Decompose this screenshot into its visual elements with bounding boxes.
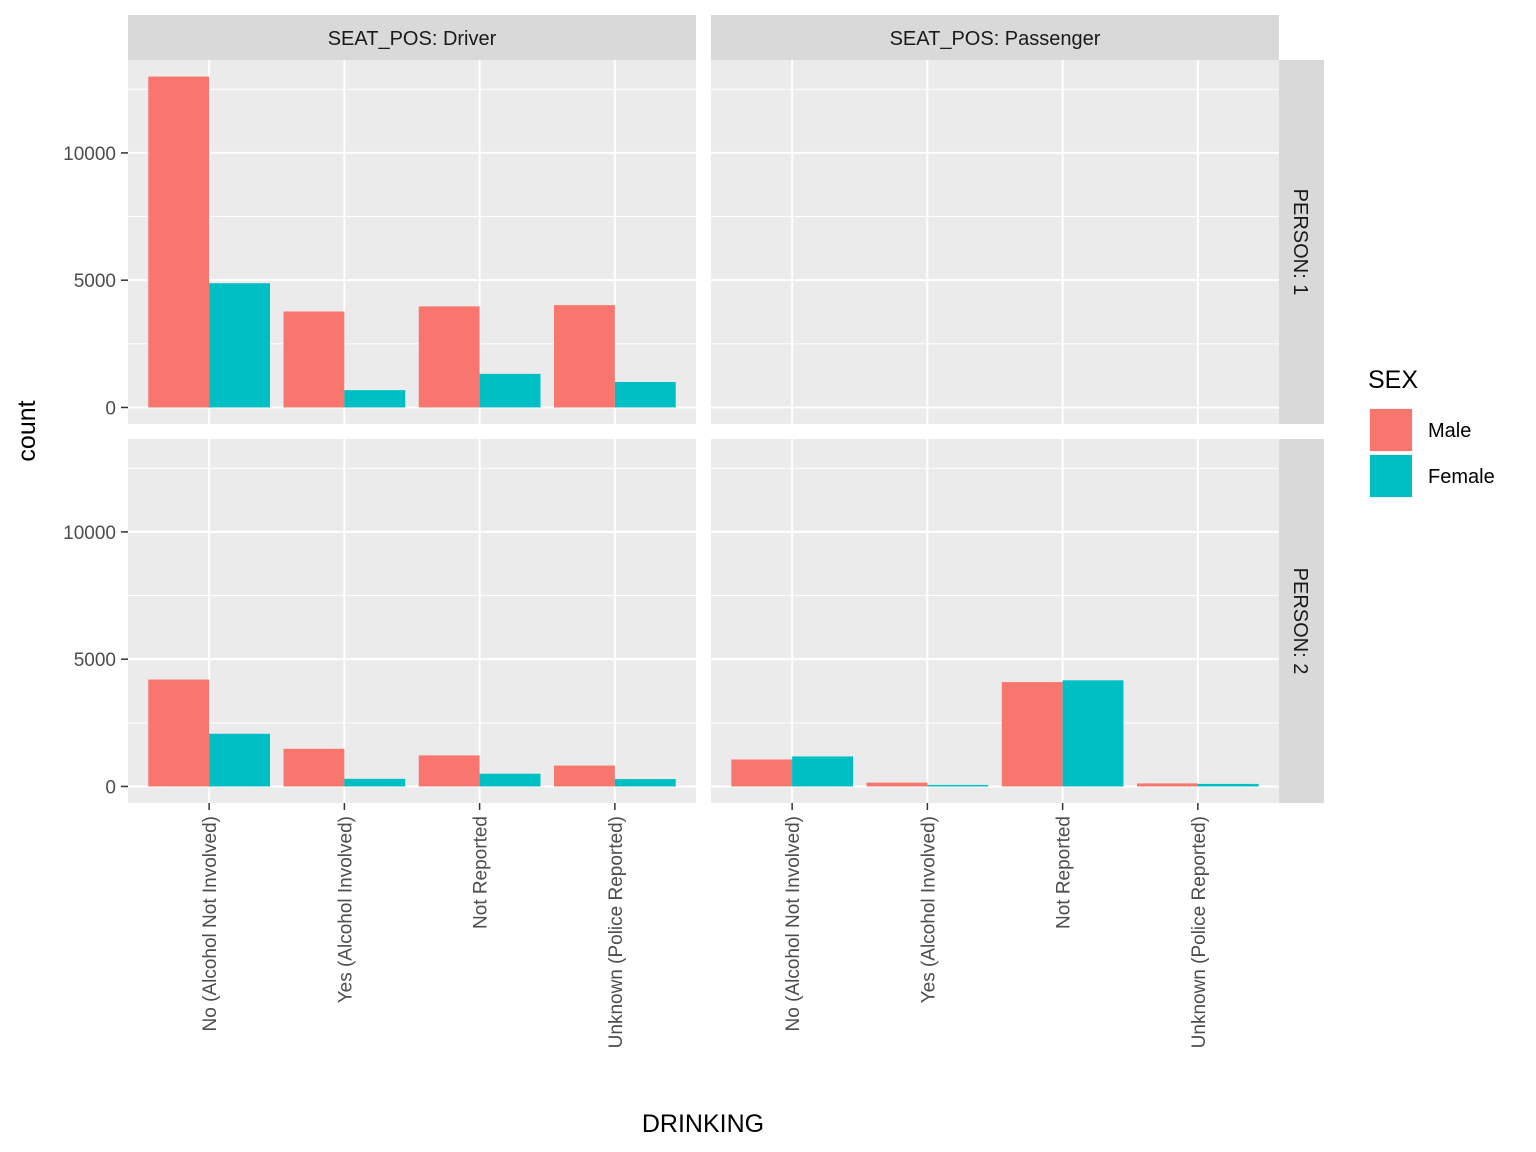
row-strip-label: PERSON: 2 — [1289, 568, 1311, 675]
panel-r2-c1 — [128, 439, 696, 803]
bar-male-no-alcohol-not-involved — [148, 679, 210, 787]
bar-female-yes-alcohol-involved — [344, 778, 406, 787]
x-tick-label: Not Reported — [1054, 816, 1075, 929]
x-tick-label: Unknown (Police Reported) — [606, 816, 627, 1048]
bar-male-unknown-police-reported — [554, 305, 615, 408]
bar-male-yes-alcohol-involved — [866, 782, 928, 787]
row-strip — [1279, 60, 1324, 424]
axes-layer: 0 5000 10000 0 5000 10000 No (Alcohol Not Invo… — [63, 144, 1210, 1048]
x-tick-label: No (Alcohol Not Involved) — [200, 816, 221, 1031]
row-strip — [1279, 439, 1324, 803]
column-strip — [128, 15, 696, 60]
panels-layer — [128, 60, 1279, 803]
bar-female-not-reported — [1062, 680, 1124, 787]
column-strip-label: SEAT_POS: Passenger — [890, 28, 1101, 50]
y-tick-label: 10000 — [63, 523, 116, 544]
panel-r2-c2 — [711, 439, 1279, 803]
panel-r1-c1 — [128, 60, 696, 424]
bar-male-yes-alcohol-involved — [283, 311, 345, 408]
column-strip — [711, 15, 1279, 60]
panel-background — [711, 60, 1279, 424]
legend-key-male — [1370, 409, 1412, 451]
bar-female-yes-alcohol-involved — [344, 390, 406, 408]
bar-male-not-reported — [418, 306, 480, 408]
y-tick-label: 10000 — [63, 144, 116, 165]
legend-label-male: Male — [1428, 420, 1471, 442]
x-tick-label: Unknown (Police Reported) — [1189, 816, 1210, 1048]
bar-female-unknown-police-reported — [614, 382, 676, 408]
x-tick-label: No (Alcohol Not Involved) — [783, 816, 804, 1031]
bar-female-no-alcohol-not-involved — [209, 283, 270, 408]
row-strip-label: PERSON: 1 — [1289, 189, 1311, 296]
bar-male-no-alcohol-not-involved — [148, 76, 210, 408]
bar-male-not-reported — [418, 755, 480, 787]
bar-male-no-alcohol-not-involved — [731, 759, 793, 787]
bar-male-not-reported — [1001, 682, 1063, 787]
bar-female-not-reported — [479, 373, 541, 408]
y-tick-label: 5000 — [74, 271, 116, 292]
x-tick-label: Not Reported — [471, 816, 492, 929]
x-axis-title: DRINKING — [642, 1110, 764, 1138]
bar-female-yes-alcohol-involved — [927, 784, 989, 787]
strips-layer: SEAT_POS: Driver SEAT_POS: Passenger PERSO… — [128, 15, 1324, 803]
bar-female-no-alcohol-not-involved — [792, 756, 853, 787]
column-strip-label: SEAT_POS: Driver — [328, 28, 497, 50]
bar-female-unknown-police-reported — [614, 779, 676, 787]
bar-female-no-alcohol-not-involved — [209, 733, 270, 787]
y-axis-title: count — [13, 400, 41, 461]
y-tick-label: 5000 — [74, 650, 116, 671]
bar-male-unknown-police-reported — [1137, 783, 1198, 787]
panel-r1-c2 — [711, 60, 1279, 424]
y-tick-label: 0 — [105, 398, 116, 419]
y-tick-label: 0 — [105, 777, 116, 798]
bar-female-unknown-police-reported — [1197, 783, 1259, 787]
bar-female-not-reported — [479, 773, 541, 787]
panel-background — [711, 439, 1279, 803]
x-tick-label: Yes (Alcohol Involved) — [335, 816, 356, 1003]
bar-male-unknown-police-reported — [554, 765, 615, 787]
legend-title: SEX — [1368, 366, 1418, 394]
legend-label-female: Female — [1428, 466, 1495, 488]
x-tick-label: Yes (Alcohol Involved) — [918, 816, 939, 1003]
legend: SEX Male Female — [1368, 366, 1495, 498]
legend-key-female — [1370, 455, 1412, 497]
bar-male-yes-alcohol-involved — [283, 748, 345, 787]
